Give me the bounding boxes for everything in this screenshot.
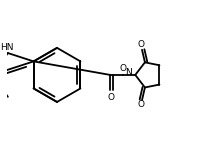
Text: HN: HN — [0, 43, 14, 52]
Text: O: O — [108, 93, 115, 102]
Text: O: O — [138, 100, 145, 109]
Text: O: O — [138, 40, 145, 49]
Text: O: O — [119, 64, 126, 73]
Text: N: N — [126, 68, 132, 77]
